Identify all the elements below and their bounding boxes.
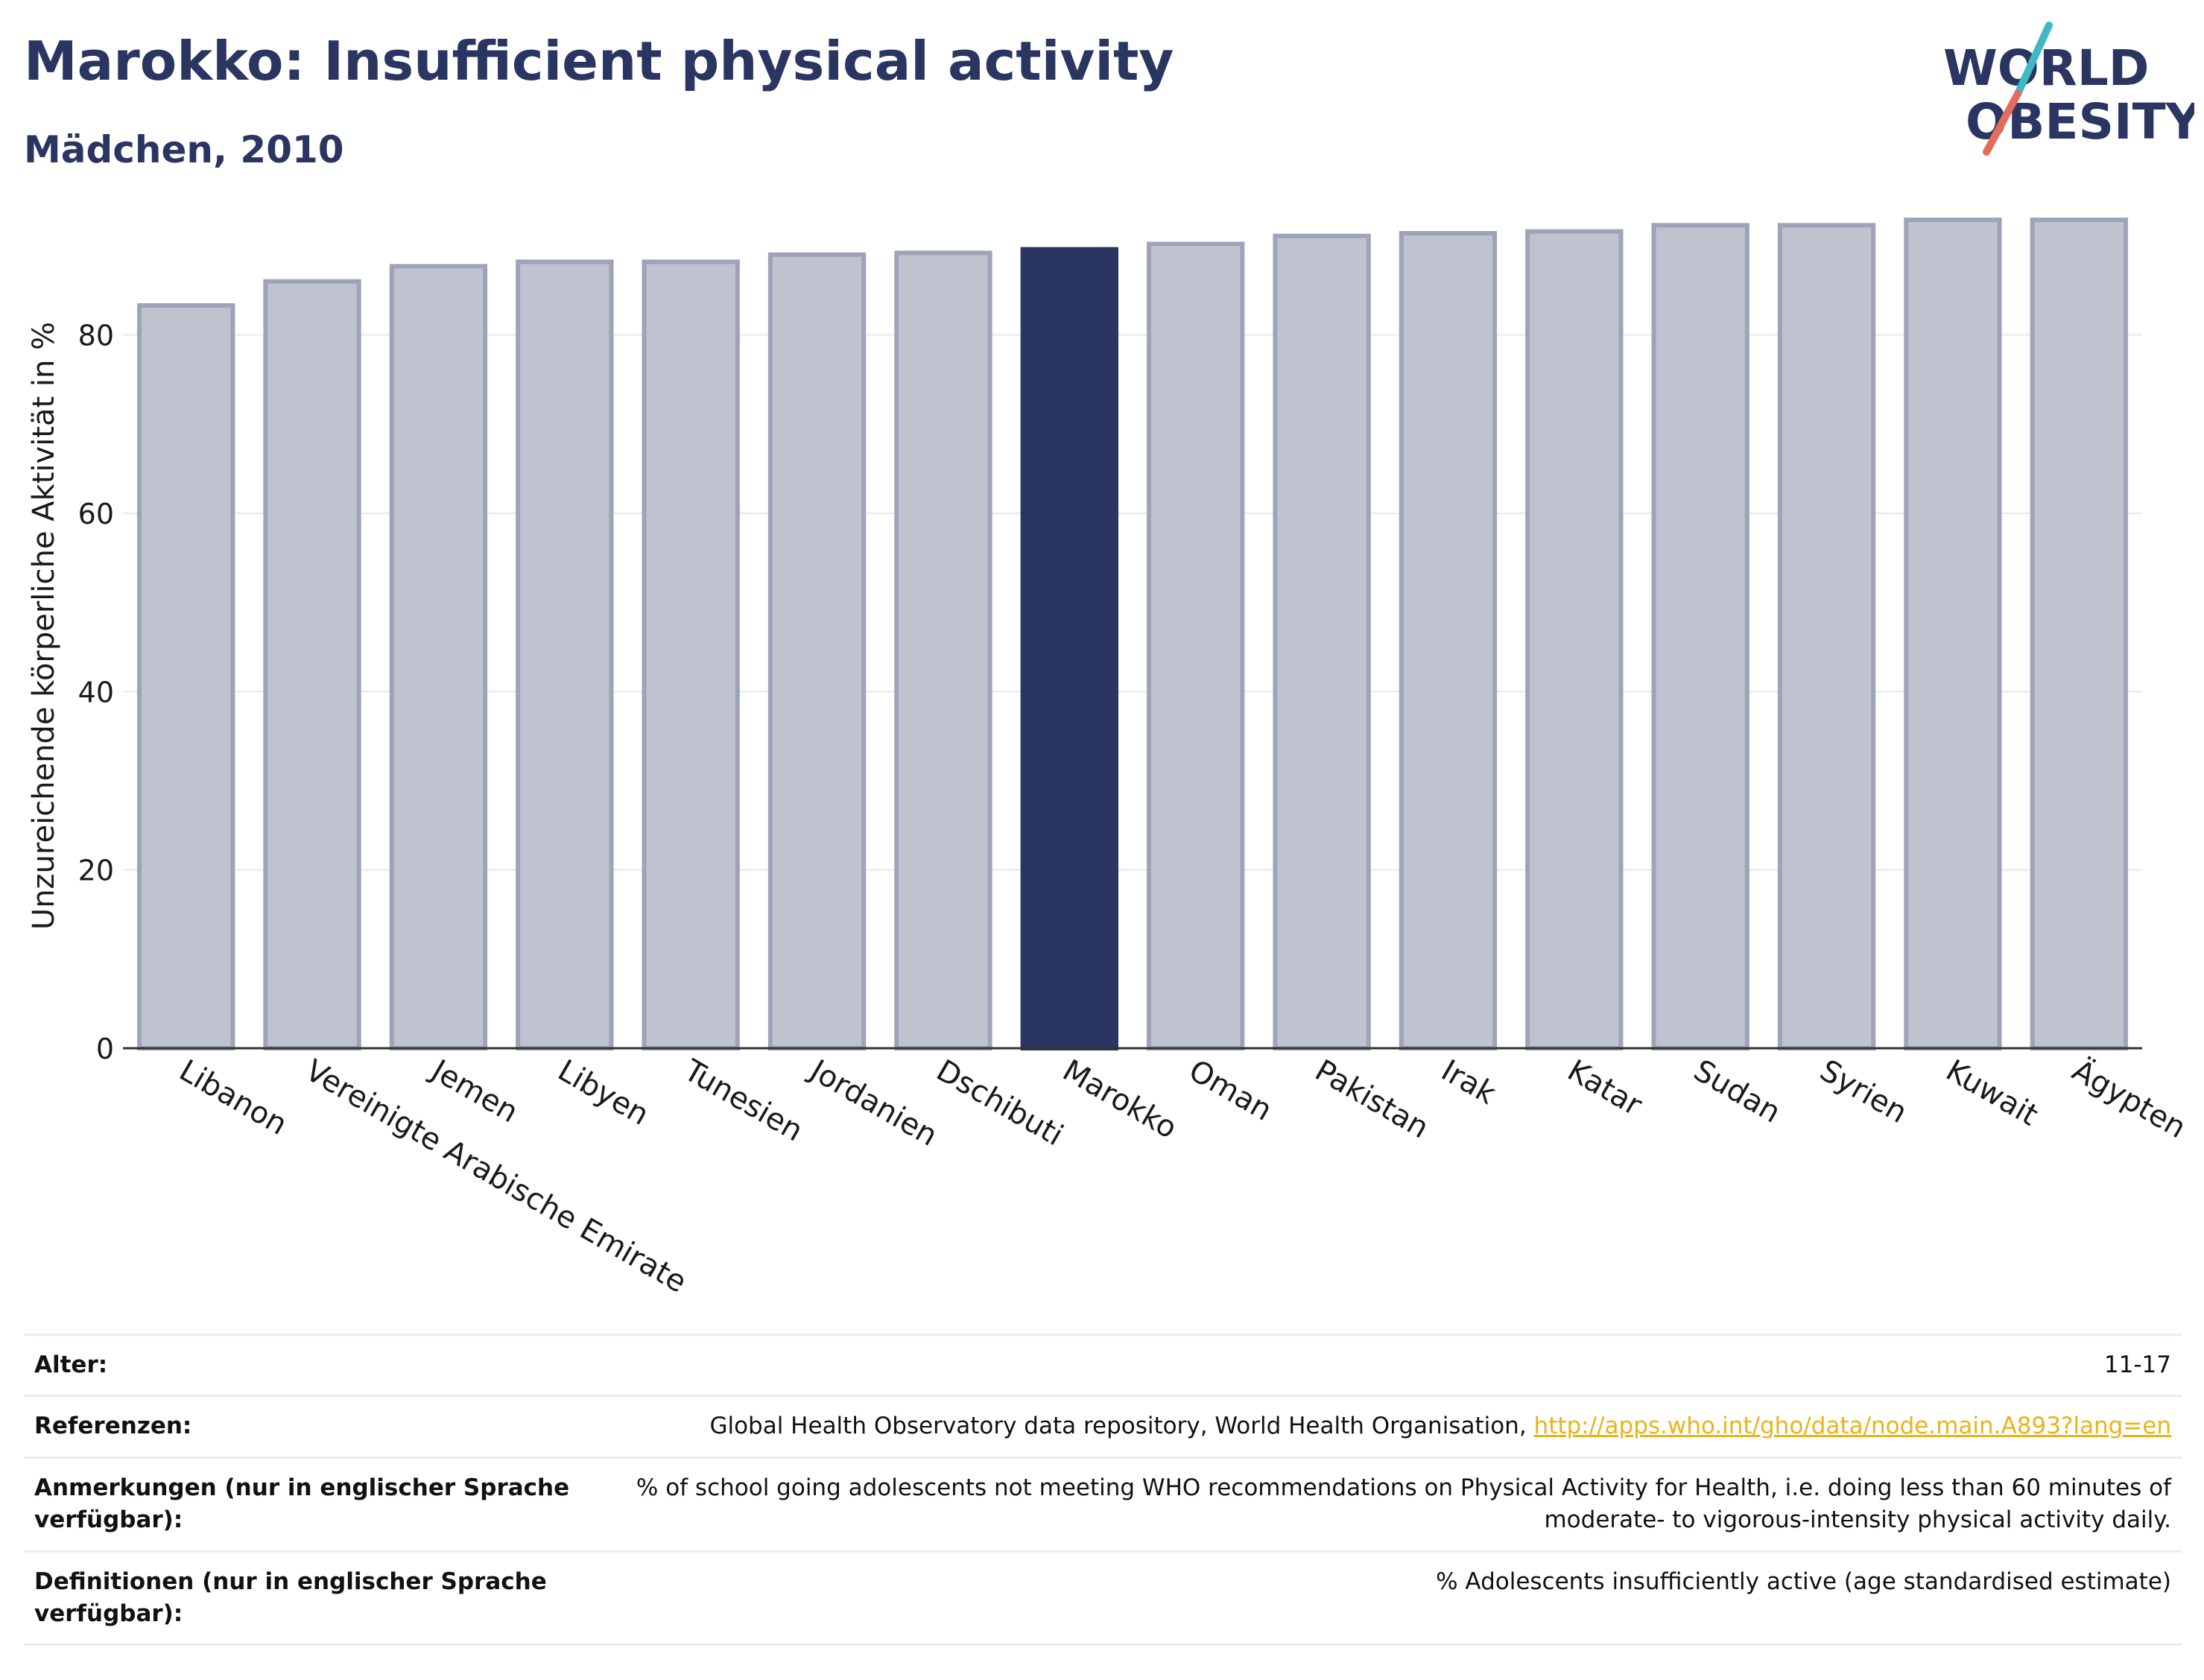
x-tick-label: Jemen (424, 1052, 524, 1129)
bar-katar (1525, 229, 1624, 1050)
bar-dschibuti (894, 250, 992, 1050)
y-tick-label: 40 (78, 676, 114, 709)
x-tick-label: Jordanien (802, 1052, 943, 1153)
x-tick-label: Tunesien (677, 1053, 808, 1148)
info-value: % Adolescents insufficiently active (age… (581, 1550, 2182, 1646)
bar-vereinigte-arabische-emirate (263, 279, 361, 1050)
x-tick-label: Marokko (1057, 1053, 1182, 1146)
info-row-definitions: Definitionen (nur in englischer Sprache … (24, 1550, 2182, 1646)
bar-libanon (137, 303, 235, 1050)
reference-link[interactable]: http://apps.who.int/gho/data/node.main.A… (1533, 1413, 2171, 1440)
info-label: Definitionen (nur in englischer Sprache … (24, 1550, 581, 1646)
logo-slash-top (2014, 22, 2053, 98)
info-label: Referenzen: (24, 1395, 581, 1458)
world-obesity-logo: WORLD OBESITY (1943, 22, 2194, 156)
bar-jemen (389, 264, 488, 1050)
x-tick-label: Syrien (1814, 1053, 1913, 1130)
bar-tunesien (642, 259, 740, 1050)
x-tick-label: Libyen (552, 1053, 655, 1132)
y-tick-label: 60 (78, 498, 114, 530)
y-axis-label: Unzureichende körperliche Aktivität in % (27, 322, 61, 930)
x-tick-label: Katar (1562, 1053, 1648, 1123)
chart-subtitle: Mädchen, 2010 (24, 128, 344, 171)
info-label: Alter: (24, 1333, 581, 1396)
reference-text: Global Health Observatory data repositor… (709, 1413, 1534, 1440)
y-tick-label: 0 (96, 1033, 114, 1065)
x-tick-label: Irak (1435, 1053, 1501, 1112)
info-label: Anmerkungen (nur in englischer Sprache v… (24, 1456, 581, 1552)
x-tick-label: Oman (1183, 1053, 1278, 1128)
info-row-age: Alter: 11-17 (24, 1333, 2182, 1396)
bar-sudan (1651, 223, 1749, 1051)
bar-pakistan (1273, 233, 1371, 1050)
bar-oman (1147, 241, 1245, 1051)
y-tick-label: 20 (78, 855, 114, 887)
x-tick-label: Libanon (174, 1053, 293, 1142)
x-tick-label: Kuwait (1940, 1053, 2044, 1133)
logo-line-1: WORLD (1943, 39, 2150, 97)
info-table: Alter: 11-17 Referenzen: Global Health O… (24, 1333, 2182, 1646)
bar-libyen (516, 259, 614, 1050)
bar-jordanien (767, 252, 867, 1050)
y-tick-labels: 0 20 40 60 80 (78, 320, 114, 1065)
x-tick-label: Dschibuti (931, 1053, 1069, 1153)
info-row-references: Referenzen: Global Health Observatory da… (24, 1395, 2182, 1458)
bars (137, 218, 2128, 1051)
y-tick-label: 80 (78, 320, 114, 352)
bar-ägypten (2030, 218, 2128, 1051)
logo-slash-bottom (1983, 90, 2021, 156)
x-tick-label: Pakistan (1309, 1053, 1434, 1146)
x-tick-label: Sudan (1688, 1053, 1786, 1130)
x-tick-labels: Libanon Vereinigte Arabische EmirateJemen… (174, 1052, 2193, 1300)
info-value: Global Health Observatory data repositor… (581, 1395, 2182, 1458)
info-value: % of school going adolescents not meetin… (581, 1456, 2182, 1552)
info-value: 11-17 (581, 1333, 2182, 1396)
bar-chart: 0 20 40 60 80 Libanon Vereinigte Arabische Em… (27, 218, 2193, 1300)
bar-irak (1399, 231, 1498, 1050)
bar-marokko (1020, 247, 1118, 1050)
info-row-notes: Anmerkungen (nur in englischer Sprache v… (24, 1456, 2182, 1552)
x-tick-label: Ägypten (2066, 1052, 2192, 1145)
chart-title: Marokko: Insufficient physical activity (24, 30, 1174, 92)
bar-kuwait (1904, 218, 2002, 1051)
bar-syrien (1777, 223, 1876, 1051)
